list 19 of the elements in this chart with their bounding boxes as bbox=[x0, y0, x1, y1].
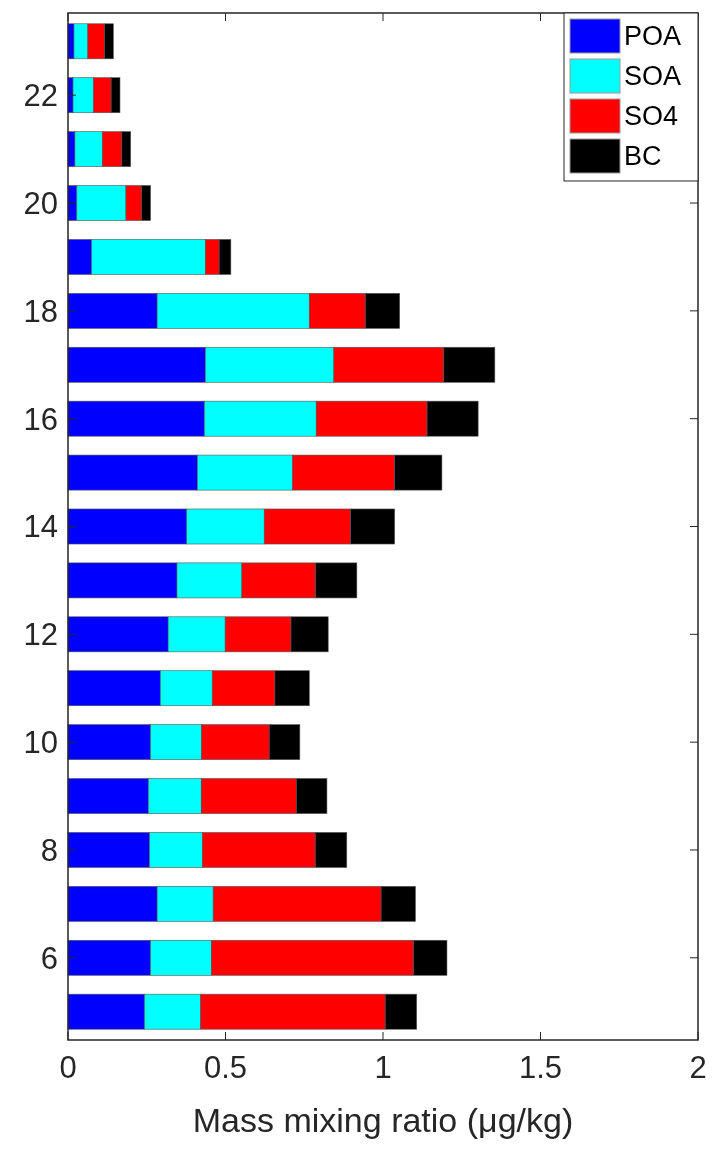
y-tick-label: 12 bbox=[23, 617, 58, 653]
x-axis-title: Mass mixing ratio (μg/kg) bbox=[192, 1101, 574, 1139]
x-tick-label: 0.5 bbox=[203, 1050, 248, 1085]
y-tick-label: 8 bbox=[40, 832, 58, 868]
x-tick-label: 1.5 bbox=[518, 1050, 563, 1085]
y-tick-label: 22 bbox=[23, 78, 58, 114]
y-tick-label: 6 bbox=[40, 940, 58, 976]
y-tick-label: 18 bbox=[23, 293, 58, 329]
x-tick-label: 1 bbox=[374, 1050, 392, 1085]
legend-label: SOA bbox=[624, 61, 682, 92]
y-tick-label: 20 bbox=[23, 185, 58, 221]
legend-label: BC bbox=[624, 141, 662, 172]
y-tick-label: 16 bbox=[23, 401, 58, 437]
y-tick-label: 10 bbox=[23, 724, 58, 760]
x-tick-label: 2 bbox=[689, 1050, 707, 1085]
legend-label: POA bbox=[624, 21, 682, 52]
legend-label: SO4 bbox=[624, 101, 679, 132]
y-tick-label: 14 bbox=[23, 509, 58, 545]
x-tick-label: 0 bbox=[59, 1050, 77, 1085]
